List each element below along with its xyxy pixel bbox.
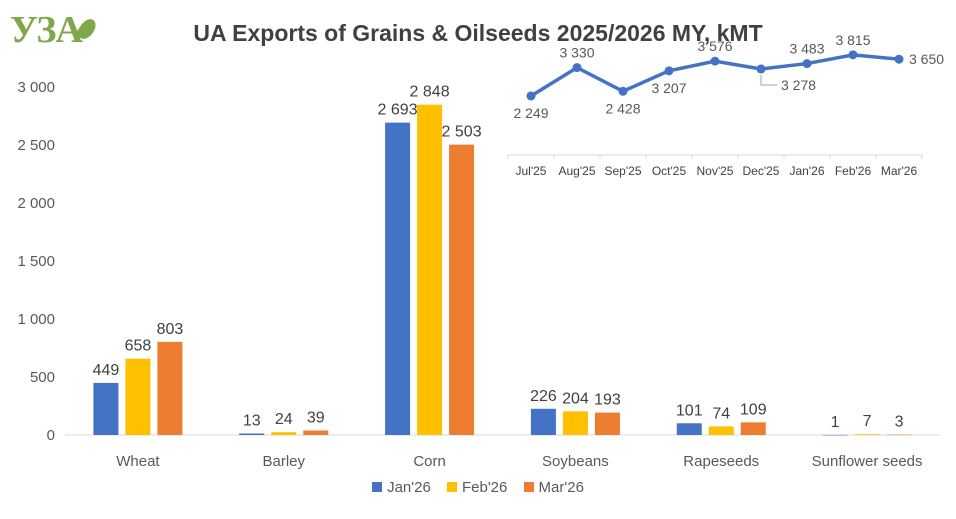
x-tick-label: Wheat xyxy=(116,453,160,470)
bar-feb xyxy=(562,411,588,435)
legend-label-jan: Jan'26 xyxy=(387,479,431,496)
x-tick-label: Corn xyxy=(413,453,446,470)
y-tick-label: 1 500 xyxy=(17,253,55,270)
legend-item-mar: Mar'26 xyxy=(523,479,584,496)
bar-data-label: 2 848 xyxy=(410,84,450,101)
legend-swatch-jan xyxy=(372,482,383,492)
y-tick-label: 1 000 xyxy=(17,311,55,328)
inset-value-label: 3 330 xyxy=(559,45,594,61)
inset-point xyxy=(848,50,858,60)
y-tick-label: 0 xyxy=(47,427,55,444)
bar-feb xyxy=(125,358,151,435)
bar-data-label: 2 693 xyxy=(378,102,418,119)
bar-feb xyxy=(708,426,734,435)
bar-mar xyxy=(449,144,475,436)
chart-title: UA Exports of Grains & Oilseeds 2025/202… xyxy=(193,20,763,46)
x-tick-label: Barley xyxy=(262,453,305,470)
inset-point xyxy=(756,64,766,74)
inset-callout-line xyxy=(760,74,777,86)
bar-data-label: 74 xyxy=(712,405,730,422)
bar-data-label: 7 xyxy=(863,413,872,430)
bar-jan xyxy=(530,408,556,435)
y-tick-label: 500 xyxy=(30,369,55,386)
bar-data-label: 39 xyxy=(307,409,325,426)
bar-jan xyxy=(822,434,848,436)
inset-x-tick-label: Feb'26 xyxy=(835,164,872,178)
logo: УЗА xyxy=(10,8,99,52)
inset-x-tick-label: Dec'25 xyxy=(743,164,780,178)
logo-text: УЗА xyxy=(10,9,83,51)
inset-value-label: 3 815 xyxy=(835,32,870,48)
bar-data-label: 2 503 xyxy=(442,124,482,141)
x-tick-label: Rapeseeds xyxy=(683,453,759,470)
legend-item-jan: Jan'26 xyxy=(372,479,431,496)
inset-point xyxy=(710,56,720,66)
bar-data-label: 13 xyxy=(243,412,261,429)
bar-data-label: 449 xyxy=(93,362,120,379)
inset-value-label: 3 483 xyxy=(789,41,824,57)
inset-value-label: 3 576 xyxy=(697,38,732,54)
legend-label-feb: Feb'26 xyxy=(461,479,508,496)
bar-data-label: 658 xyxy=(125,338,152,355)
bar-mar xyxy=(157,341,183,435)
bar-mar xyxy=(303,430,329,435)
y-tick-label: 2 000 xyxy=(17,195,55,212)
inset-point xyxy=(526,91,536,101)
bar-data-label: 226 xyxy=(530,388,557,405)
bar-data-label: 803 xyxy=(157,321,184,338)
x-tick-label: Soybeans xyxy=(542,453,609,470)
inset-x-tick-label: Jul'25 xyxy=(516,164,547,178)
bar-jan xyxy=(239,433,265,435)
bar-mar xyxy=(886,434,912,436)
bar-data-label: 204 xyxy=(562,390,589,407)
bar-data-label: 109 xyxy=(740,401,767,418)
inset-x-tick-label: Sep'25 xyxy=(605,164,642,178)
inset-x-tick-label: Oct'25 xyxy=(652,164,687,178)
bar-feb xyxy=(271,432,297,435)
bar-mar xyxy=(740,422,766,435)
inset-value-label: 3 650 xyxy=(909,51,944,67)
legend-swatch-feb xyxy=(446,482,457,492)
inset-x-tick-label: Mar'26 xyxy=(881,164,918,178)
inset-point xyxy=(894,54,904,64)
bar-data-label: 24 xyxy=(275,411,293,428)
bar-jan xyxy=(93,382,119,435)
inset-point xyxy=(618,86,628,96)
bar-data-label: 3 xyxy=(895,414,904,431)
inset-point xyxy=(572,63,582,73)
bar-feb xyxy=(417,104,443,435)
inset-x-tick-label: Nov'25 xyxy=(697,164,734,178)
inset-value-label: 2 428 xyxy=(605,100,640,116)
y-tick-label: 2 500 xyxy=(17,137,55,154)
bar-jan xyxy=(676,423,702,435)
inset-x-tick-label: Jan'26 xyxy=(790,164,825,178)
inset-value-label: 3 278 xyxy=(781,77,816,93)
bar-jan xyxy=(385,122,411,435)
legend-item-feb: Feb'26 xyxy=(446,479,508,496)
legend-label-mar: Mar'26 xyxy=(538,479,584,496)
inset-x-tick-label: Aug'25 xyxy=(559,164,596,178)
legend-swatch-mar xyxy=(523,482,534,492)
inset-value-label: 3 207 xyxy=(651,80,686,96)
y-tick-label: 3 000 xyxy=(17,79,55,96)
inset-value-label: 2 249 xyxy=(513,105,548,121)
x-tick-label: Sunflower seeds xyxy=(812,453,923,470)
bar-data-label: 193 xyxy=(594,392,621,409)
bar-data-label: 101 xyxy=(676,402,703,419)
inset-point xyxy=(664,66,674,76)
legend: Jan'26 Feb'26 Mar'26 xyxy=(0,479,956,496)
bar-data-label: 1 xyxy=(831,414,840,431)
bar-mar xyxy=(594,412,620,435)
inset-point xyxy=(802,59,812,69)
bar-feb xyxy=(854,434,880,435)
